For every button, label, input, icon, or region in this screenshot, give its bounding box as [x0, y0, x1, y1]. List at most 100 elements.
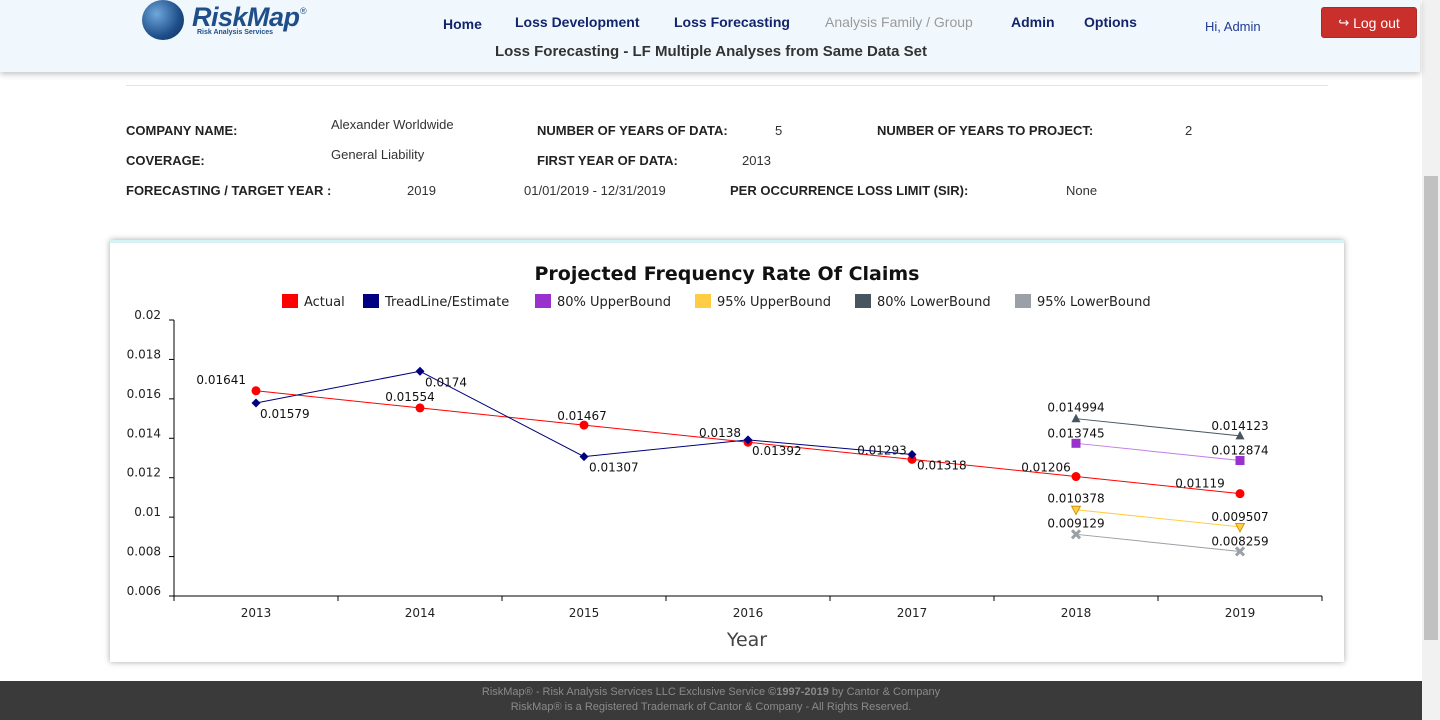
y-tick-label-2: 0.01	[134, 505, 161, 519]
series-1-point-2015	[579, 452, 589, 462]
nav-options[interactable]: Options	[1084, 14, 1137, 30]
nav-home[interactable]: Home	[443, 16, 482, 32]
sir-label: PER OCCURRENCE LOSS LIMIT (SIR):	[730, 183, 969, 198]
footer-copyright-years: ©1997-2019	[768, 686, 829, 698]
footer-line-1-text: RiskMap® - Risk Analysis Services LLC Ex…	[481, 686, 769, 698]
series-0-point-2019	[1235, 489, 1245, 499]
series-1-label-2017: 0.01318	[917, 458, 967, 472]
series-line-5	[1075, 533, 1241, 552]
logout-button[interactable]: ↪ Log out	[1321, 7, 1417, 38]
y-tick-label-7: 0.02	[134, 308, 161, 322]
x-axis-title: Year	[726, 629, 767, 651]
series-1-point-2016	[743, 435, 753, 445]
y-tick-label-5: 0.016	[127, 387, 161, 401]
series-5-label-2018: 0.009129	[1047, 516, 1104, 530]
globe-icon	[142, 0, 184, 40]
series-3-label-2018: 0.010378	[1047, 492, 1104, 506]
series-1-point-2017	[907, 449, 917, 459]
series-5-point-2019	[1234, 546, 1246, 557]
series-4-point-2019	[1235, 430, 1245, 440]
x-tick-label-2018: 2018	[1061, 606, 1092, 620]
x-tick-label-2013: 2013	[241, 606, 272, 620]
legend-label-5: 95% LowerBound	[1037, 295, 1151, 310]
series-4-label-2018: 0.014994	[1047, 401, 1104, 415]
series-4-point-2018	[1071, 413, 1081, 423]
x-tick-label-2014: 2014	[405, 606, 436, 620]
chart-title: Projected Frequency Rate Of Claims	[535, 263, 920, 285]
years-of-data-label: NUMBER OF YEARS OF DATA:	[537, 123, 728, 138]
series-1-point-2013	[251, 398, 261, 408]
series-2-label-2018: 0.013745	[1047, 426, 1104, 440]
sir-value: None	[1066, 183, 1098, 198]
series-0-label-2014: 0.01554	[385, 390, 435, 404]
page-footer: RiskMap® - Risk Analysis Services LLC Ex…	[0, 681, 1422, 720]
series-1-label-2013: 0.01579	[260, 407, 310, 421]
series-0-label-2017: 0.01293	[857, 443, 907, 457]
series-0-label-2016: 0.0138	[699, 426, 741, 440]
nav-analysis-family-group: Analysis Family / Group	[825, 14, 973, 30]
years-of-data-value: 5	[775, 123, 783, 138]
x-tick-label-2015: 2015	[569, 606, 600, 620]
series-0-point-2017	[907, 454, 917, 464]
legend-label-4: 80% LowerBound	[877, 295, 991, 310]
brand-registered-mark: ®	[300, 6, 307, 16]
brand-tagline: Risk Analysis Services	[197, 29, 274, 36]
scrollbar-thumb[interactable]	[1424, 176, 1438, 640]
brand-name: RiskMap	[192, 2, 300, 32]
series-1-label-2014: 0.0174	[425, 375, 467, 389]
series-2-point-2019	[1235, 455, 1245, 465]
legend-swatch-0	[282, 294, 298, 308]
nav-loss-development[interactable]: Loss Development	[515, 14, 640, 30]
legend-swatch-5	[1015, 294, 1031, 308]
target-year-value: 2019	[407, 183, 436, 198]
series-0-point-2015	[579, 420, 589, 430]
series-1-label-2015: 0.01307	[589, 461, 639, 475]
x-tick-label-2016: 2016	[733, 606, 764, 620]
footer-line-1: RiskMap® - Risk Analysis Services LLC Ex…	[0, 685, 1422, 700]
top-header: RiskMap ® Risk Analysis Services Home Lo…	[0, 0, 1420, 72]
series-5-label-2019: 0.008259	[1211, 534, 1268, 548]
series-3-label-2019: 0.009507	[1211, 510, 1268, 524]
first-year-value: 2013	[742, 153, 771, 168]
footer-line-1-owner: by Cantor & Company	[828, 686, 941, 698]
legend-label-3: 95% UpperBound	[717, 295, 831, 310]
first-year-label: FIRST YEAR OF DATA:	[537, 153, 678, 168]
target-year-label: FORECASTING / TARGET YEAR :	[126, 183, 332, 198]
series-1-label-2016: 0.01392	[752, 444, 802, 458]
series-3-point-2018	[1070, 505, 1082, 516]
page-subtitle: Loss Forecasting - LF Multiple Analyses …	[494, 43, 928, 60]
y-tick-label-4: 0.014	[127, 426, 161, 440]
target-period-value: 01/01/2019 - 12/31/2019	[524, 183, 666, 198]
coverage-value: General Liability	[331, 147, 425, 162]
user-greeting: Hi, Admin	[1205, 19, 1261, 34]
series-0-label-2018: 0.01206	[1021, 461, 1071, 475]
page-scrollbar[interactable]	[1422, 0, 1440, 720]
series-0-point-2018	[1071, 472, 1081, 482]
company-name-value: Alexander Worldwide	[331, 117, 454, 132]
series-0-point-2014	[415, 403, 425, 413]
frequency-rate-chart: Projected Frequency Rate Of Claims Actual…	[127, 263, 1323, 651]
series-0-label-2019: 0.01119	[1175, 477, 1225, 491]
nav-admin[interactable]: Admin	[1011, 14, 1055, 30]
y-tick-label-1: 0.008	[127, 545, 161, 559]
legend-label-1: TreadLine/Estimate	[384, 295, 509, 310]
series-line-3	[1075, 509, 1241, 528]
series-1-point-2014	[415, 366, 425, 376]
years-to-project-label: NUMBER OF YEARS TO PROJECT:	[877, 123, 1094, 138]
x-tick-label-2019: 2019	[1225, 606, 1256, 620]
sign-out-icon: ↪	[1338, 14, 1350, 30]
legend-swatch-4	[855, 294, 871, 308]
legend-label-0: Actual	[304, 295, 345, 310]
series-4-label-2019: 0.014123	[1211, 419, 1268, 433]
chart-panel: Projected Frequency Rate Of Claims Actual…	[110, 240, 1344, 662]
series-0-label-2015: 0.01467	[557, 409, 607, 423]
footer-line-2: RiskMap® is a Registered Trademark of Ca…	[510, 701, 912, 713]
nav-loss-forecasting[interactable]: Loss Forecasting	[674, 14, 790, 30]
section-divider	[126, 85, 1328, 86]
series-5-point-2018	[1070, 529, 1082, 540]
company-name-label: COMPANY NAME:	[126, 123, 238, 138]
y-tick-label-6: 0.018	[127, 347, 161, 361]
years-to-project-value: 2	[1185, 123, 1193, 138]
riskmap-logo[interactable]: RiskMap ® Risk Analysis Services	[142, 0, 312, 42]
legend-swatch-2	[535, 294, 551, 308]
